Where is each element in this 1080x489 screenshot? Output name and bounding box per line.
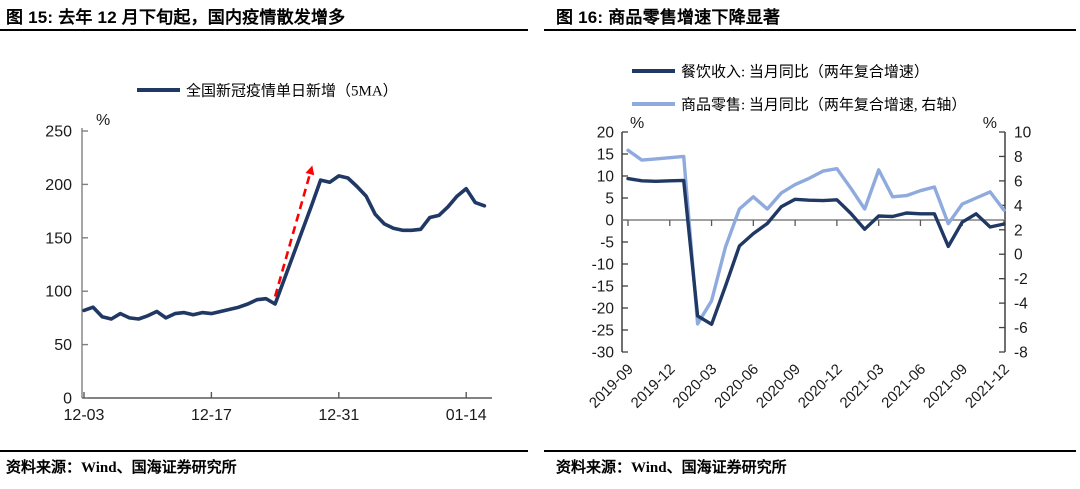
surge-annotation-arrow (273, 165, 315, 297)
left-y-tick-label: -10 (592, 257, 615, 274)
x-tick-label: 12-17 (191, 407, 232, 424)
legend-label: 全国新冠疫情单日新增（5MA） (186, 82, 398, 100)
figure-15-title-rule (0, 29, 528, 31)
right-y-tick-label: 6 (1014, 173, 1023, 190)
x-tick-label: 2021-03 (837, 361, 888, 412)
y-axis-unit-label: % (96, 112, 110, 129)
retail-catering-growth-chart: -30-25-20-15-10-505101520-8-6-4-20246810… (586, 63, 1032, 412)
right-y-tick-label: 0 (1014, 247, 1023, 264)
y-tick-label: 250 (45, 124, 72, 141)
series-covid-5ma-line (82, 174, 487, 321)
right-y-tick-label: -8 (1014, 345, 1028, 362)
figure-15-panel: 图 15: 去年 12 月下旬起，国内疫情散发增多 0 50 100 150 200 25… (0, 0, 532, 489)
x-tick-label: 2020-12 (795, 361, 846, 412)
figure-16-panel: 图 16: 商品零售增速下降显著 -30 -25 -20 -15 -10 -5 0 5 10 15… (544, 0, 1080, 489)
left-axis-unit-label: % (630, 115, 644, 132)
figure-16-source: 资料来源：Wind、国海证券研究所 (556, 460, 787, 476)
x-tick-label: 2021-09 (920, 361, 971, 412)
right-y-tick-label: 4 (1014, 198, 1023, 215)
right-axis-unit-label: % (983, 115, 997, 132)
right-y-tick-label: 10 (1014, 125, 1032, 142)
right-y-tick-label: -2 (1014, 271, 1028, 288)
x-tick-label: 2021-12 (962, 361, 1013, 412)
right-y-tick-label: 8 (1014, 149, 1023, 166)
left-y-tick-label: 20 (597, 125, 615, 142)
y-tick-label: 50 (54, 337, 72, 354)
figure-15-title: 图 15: 去年 12 月下旬起，国内疫情散发增多 (6, 8, 346, 27)
right-y-tick-label: -6 (1014, 320, 1028, 337)
left-y-tick-label: -15 (592, 279, 614, 296)
right-y-tick-label: -4 (1014, 296, 1028, 313)
legend: 餐饮收入: 当月同比（两年复合增速） 商品零售: 当月同比（两年复合增速, 右轴） (632, 63, 966, 114)
series-line-catering-income (626, 176, 1006, 326)
right-y-tick-label: 2 (1014, 222, 1023, 239)
left-y-tick-label: 10 (597, 169, 615, 186)
x-tick-label: 2019-12 (628, 361, 679, 412)
legend-label-0: 餐饮收入: 当月同比（两年复合增速） (681, 63, 929, 81)
figure-15-source: 资料来源：Wind、国海证券研究所 (6, 460, 237, 476)
left-y-tick-label: 5 (605, 191, 614, 208)
x-tick-label: 2020-06 (711, 361, 762, 412)
legend-label-1: 商品零售: 当月同比（两年复合增速, 右轴） (681, 96, 966, 114)
y-tick-label: 0 (63, 391, 72, 408)
left-y-tick-label: -25 (592, 323, 614, 340)
x-tick-label: 01-14 (446, 407, 487, 424)
x-tick-label: 12-31 (318, 407, 359, 424)
left-y-tick-label: -5 (600, 235, 614, 252)
y-tick-label: 200 (45, 177, 72, 194)
y-tick-label: 150 (45, 230, 72, 247)
axes: 0 50 100 150 200 250 12-03 12-17 12-31 01-14% (45, 112, 492, 424)
figure-15-source-rule (0, 450, 528, 452)
figure-16-source-rule (544, 450, 1076, 452)
covid-daily-new-cases-chart: 0 50 100 150 200 250 12-03 12-17 12-31 01-14% 全国新冠… (45, 82, 492, 424)
legend: 全国新冠疫情单日新增（5MA） (137, 82, 398, 100)
x-tick-label: 2019-09 (586, 361, 637, 412)
left-y-tick-label: 0 (605, 213, 614, 230)
figure-16-title: 图 16: 商品零售增速下降显著 (556, 8, 781, 27)
left-y-tick-label: -30 (592, 345, 615, 362)
x-tick-label: 2021-06 (878, 361, 929, 412)
x-tick-label: 2020-03 (669, 361, 720, 412)
left-y-tick-label: 15 (597, 147, 614, 164)
series-line-retail-goods (626, 148, 1006, 326)
figure-16-title-rule (544, 29, 1076, 31)
y-tick-label: 100 (45, 284, 72, 301)
x-tick-label: 12-03 (64, 407, 105, 424)
x-tick-label: 2020-09 (753, 361, 804, 412)
left-y-tick-label: -20 (592, 301, 615, 318)
